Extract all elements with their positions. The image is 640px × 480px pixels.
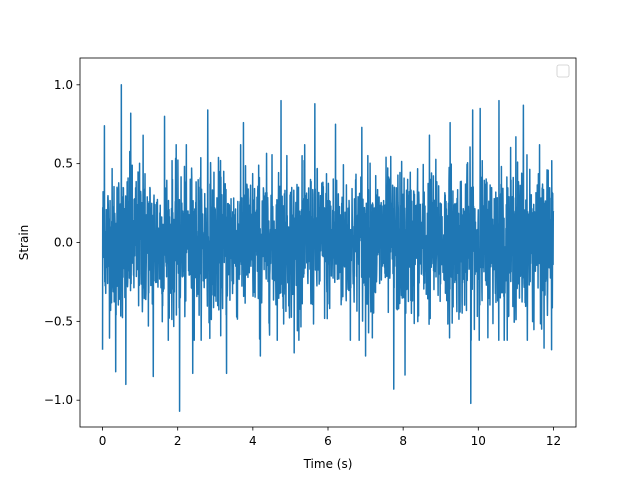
x-tick-label: 10 [471, 434, 486, 448]
y-axis: −1.0 −0.5 0.0 0.5 1.0 [44, 78, 80, 407]
y-tick-label: −1.0 [44, 393, 73, 407]
x-tick-label: 2 [174, 434, 182, 448]
series-line [101, 84, 555, 412]
y-tick-label: 0.5 [54, 157, 73, 171]
series-layer [101, 84, 555, 412]
x-axis: 0 2 4 6 8 10 12 [99, 427, 561, 448]
y-tick-label: −0.5 [44, 314, 73, 328]
x-axis-label: Time (s) [303, 457, 353, 471]
y-axis-label: Strain [17, 225, 31, 261]
x-tick-label: 4 [249, 434, 257, 448]
x-tick-label: 12 [546, 434, 561, 448]
legend-box [556, 64, 570, 78]
x-tick-label: 8 [399, 434, 407, 448]
y-tick-label: 0.0 [54, 236, 73, 250]
y-tick-label: 1.0 [54, 78, 73, 92]
x-tick-label: 6 [324, 434, 332, 448]
x-tick-label: 0 [99, 434, 107, 448]
